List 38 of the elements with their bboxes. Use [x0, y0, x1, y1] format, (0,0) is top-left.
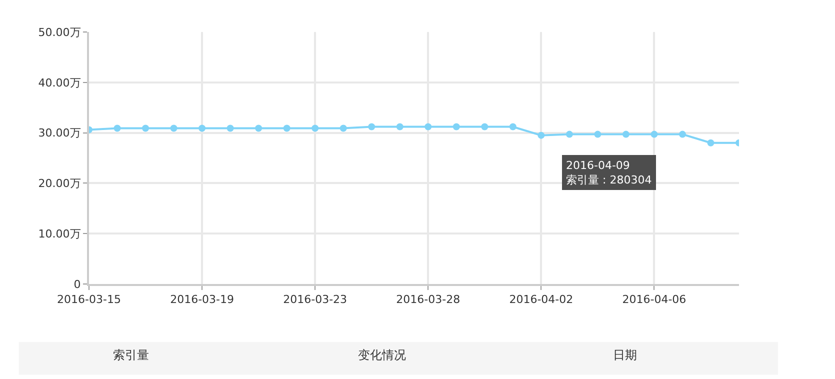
text: 日期 [613, 348, 637, 362]
y-tick-label: 50.00万 [38, 26, 81, 39]
y-tick-label: 0 [74, 278, 81, 291]
x-tick-label: 2016-03-28 [396, 293, 460, 306]
point [226, 124, 234, 132]
point [678, 130, 686, 138]
point [509, 123, 516, 130]
point [283, 124, 290, 132]
point [650, 130, 658, 138]
point [452, 123, 460, 130]
point [170, 124, 178, 132]
point [538, 132, 545, 139]
x-tick-label: 2016-03-19 [170, 293, 234, 306]
point [707, 139, 714, 146]
point [481, 123, 488, 130]
x-tick-label: 2016-03-15 [57, 293, 121, 306]
point [114, 124, 121, 132]
text: 索引量 [113, 348, 149, 362]
point [424, 123, 432, 130]
y-tick-label: 10.00万 [38, 227, 81, 240]
point [396, 123, 404, 130]
point [198, 124, 206, 132]
point [566, 130, 573, 138]
point [368, 123, 376, 130]
point [340, 124, 347, 132]
annotation: 2016-04-09 索引量 : 280304 [566, 159, 652, 186]
point [622, 130, 630, 138]
x-tick-label: 2016-04-06 [622, 293, 686, 306]
x-tick-label: 2016-04-02 [509, 293, 574, 306]
point [312, 124, 319, 132]
point [142, 124, 150, 132]
x-tick-label: 2016-03-23 [283, 293, 348, 306]
text: 变化情况 [358, 348, 406, 362]
y-tick-label: 20.00万 [38, 177, 81, 190]
point [255, 124, 262, 132]
y-tick-label: 30.00万 [38, 126, 81, 140]
y-tick-label: 40.00万 [38, 76, 81, 90]
point [594, 130, 602, 138]
